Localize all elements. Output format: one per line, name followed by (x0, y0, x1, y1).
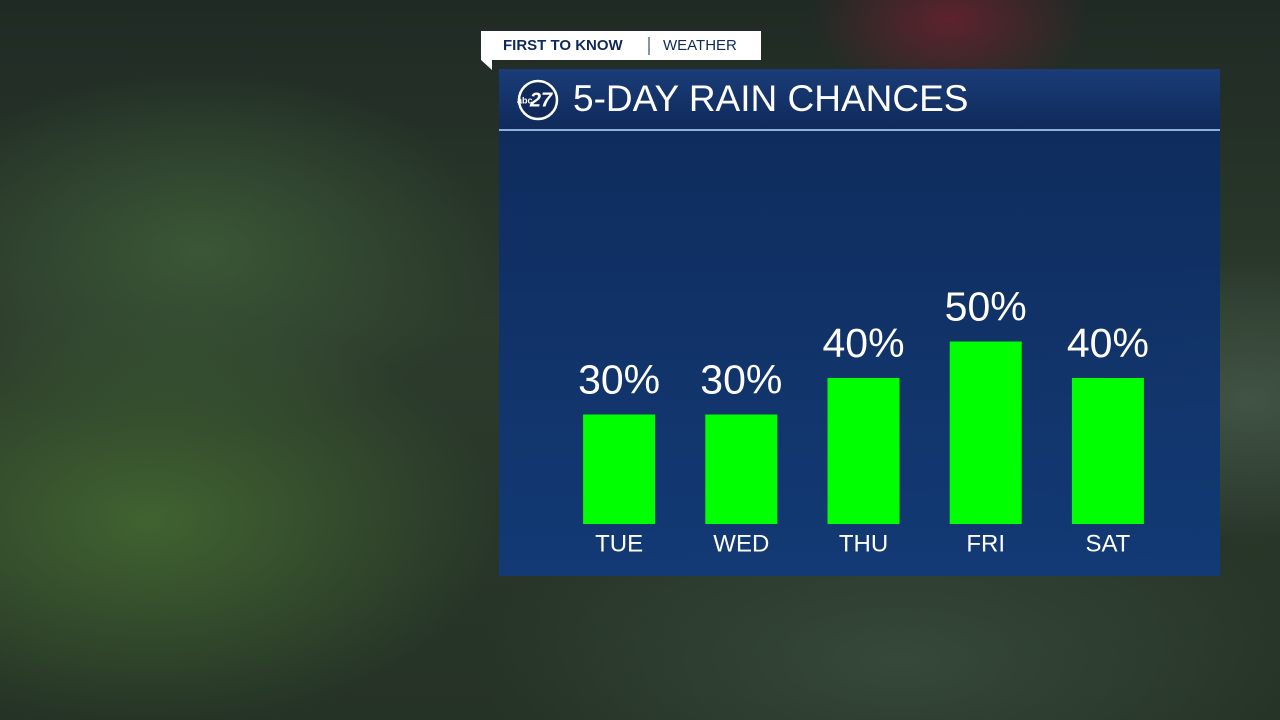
chart-title: 5-DAY RAIN CHANCES (573, 78, 968, 119)
value-label: 30% (700, 356, 782, 402)
tag-text: FIRST TO KNOW (503, 37, 624, 54)
tag-box (481, 31, 761, 60)
bar (949, 341, 1022, 524)
bar (1071, 378, 1144, 524)
tag-tail (481, 60, 492, 70)
value-label: 50% (945, 283, 1027, 329)
panel-header (499, 69, 1220, 130)
value-label: 40% (822, 320, 904, 366)
x-tick-label: TUE (595, 530, 643, 557)
x-tick-label: THU (839, 530, 888, 557)
logo-number: 27 (529, 89, 553, 111)
logo-network: abc (517, 95, 533, 105)
x-tick-label: WED (713, 530, 769, 557)
logo (517, 79, 559, 121)
value-label: 30% (578, 356, 660, 402)
bar (827, 378, 900, 524)
x-tick-label: SAT (1085, 530, 1130, 557)
tag-section: WEATHER (663, 37, 737, 54)
bar (705, 414, 778, 524)
bar (583, 414, 656, 524)
value-label: 40% (1067, 320, 1149, 366)
x-tick-label: FRI (966, 530, 1005, 557)
